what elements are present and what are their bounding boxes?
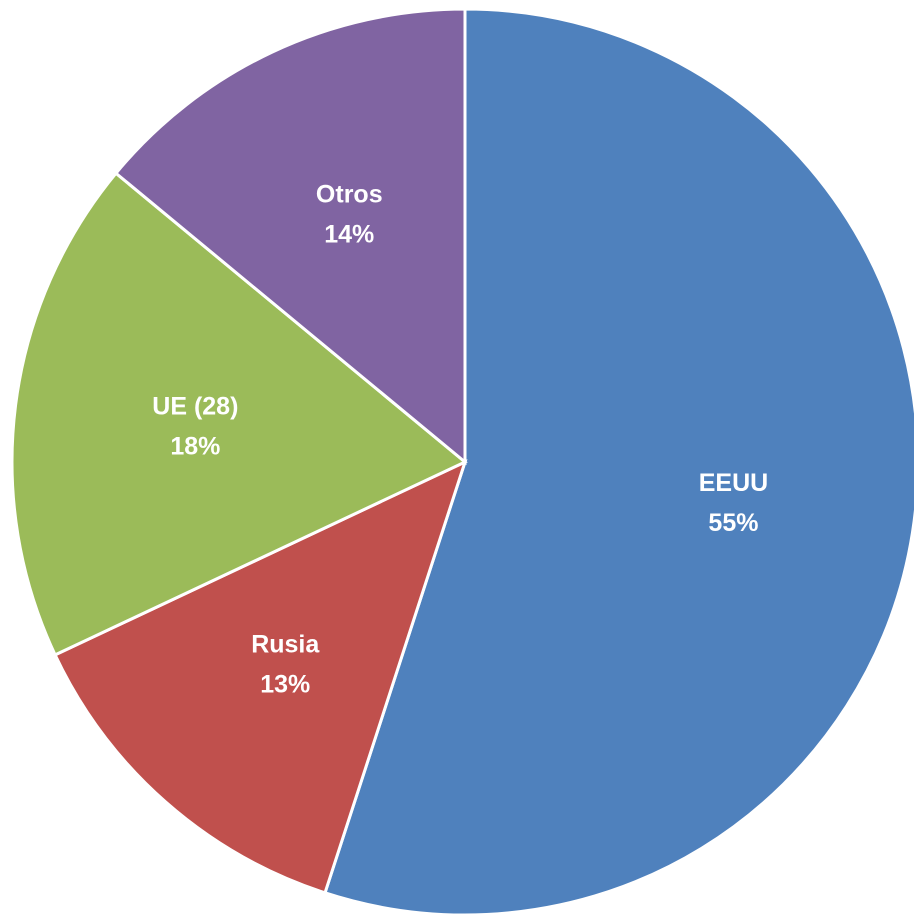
slice-category-label: Rusia — [251, 630, 320, 658]
slice-category-label: EEUU — [699, 469, 768, 497]
slice-value-label: 18% — [170, 433, 220, 461]
pie-slice — [53, 459, 468, 895]
slice-value-label: 55% — [708, 509, 758, 537]
slice-category-label: UE (28) — [152, 393, 238, 421]
slice-value-label: 13% — [260, 670, 310, 698]
pie-slice — [323, 7, 914, 917]
pie-slice — [10, 171, 468, 657]
slice-category-label: Otros — [316, 181, 383, 209]
pie-slice — [113, 7, 467, 466]
slice-value-label: 14% — [324, 221, 374, 249]
